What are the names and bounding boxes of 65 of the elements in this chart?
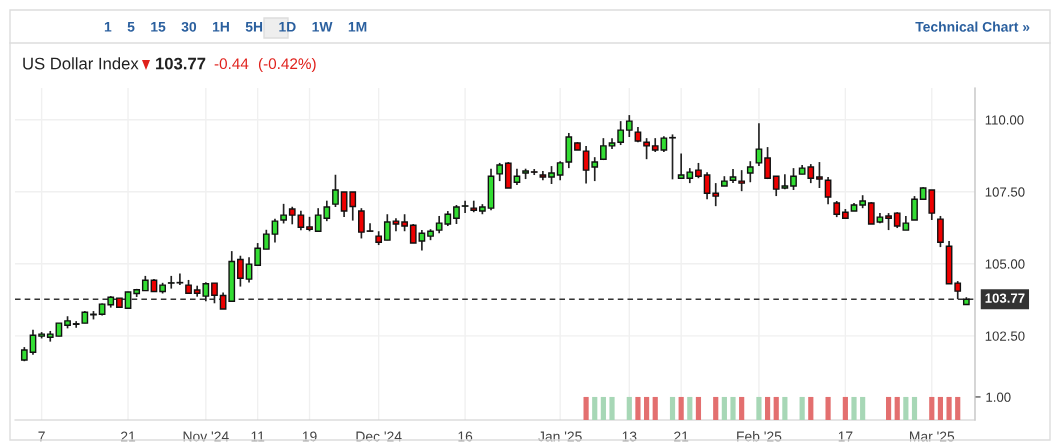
candlestick xyxy=(358,207,365,240)
text: Technical Chart » xyxy=(915,21,1030,32)
candlestick xyxy=(453,204,460,225)
chart-title: US Dollar Index xyxy=(23,57,139,70)
candlestick xyxy=(383,213,391,242)
candlestick xyxy=(349,191,357,222)
candlestick xyxy=(262,228,270,250)
candlestick xyxy=(582,145,590,185)
x-tick-label: Mar '25 xyxy=(909,431,955,442)
x-tick-label: 21 xyxy=(674,431,689,442)
candlestick xyxy=(366,222,374,233)
candlestick xyxy=(617,120,625,146)
x-tick-label: 21 xyxy=(121,431,136,442)
candlestick xyxy=(496,162,504,182)
candlestick xyxy=(591,156,599,182)
candlestick xyxy=(340,191,348,218)
y-tick-label: 102.50 xyxy=(985,331,1025,341)
y-tick-label: 107.50 xyxy=(985,187,1025,197)
candlestick xyxy=(418,229,426,252)
x-tick-label: 13 xyxy=(622,431,637,442)
candlestick xyxy=(703,171,711,201)
x-tick-label: 19 xyxy=(302,431,317,442)
candlestick xyxy=(211,282,218,305)
text: 1 5 15 30 1H 5H 1D 1W 1M xyxy=(104,21,367,32)
text: (-0.42%) xyxy=(258,57,316,73)
x-tick-label: Jan '25 xyxy=(538,431,582,442)
candlestick xyxy=(271,218,279,244)
candlestick xyxy=(816,161,823,189)
x-tick-label: 11 xyxy=(251,431,265,442)
candlestick xyxy=(669,133,676,181)
candlestick xyxy=(954,280,962,301)
text: 103.77 xyxy=(156,57,206,70)
candlestick xyxy=(712,182,720,207)
candlestick xyxy=(937,215,944,248)
candlestick xyxy=(254,242,262,267)
x-tick-label: 17 xyxy=(838,431,853,442)
candlestick xyxy=(643,137,650,161)
candlestick xyxy=(746,160,754,184)
candlestick xyxy=(245,256,253,284)
candlestick xyxy=(461,199,469,214)
x-tick-label: Nov '24 xyxy=(183,431,229,442)
candlestick xyxy=(911,195,918,221)
candlestick xyxy=(237,254,244,288)
candlestick xyxy=(755,122,763,167)
x-tick-label: 16 xyxy=(458,431,473,442)
candlestick xyxy=(867,201,875,225)
x-tick-label: Dec '24 xyxy=(356,431,402,442)
y-tick-label: 105.00 xyxy=(985,259,1025,269)
y-tick-label: 110.00 xyxy=(985,115,1024,125)
candlestick xyxy=(297,209,305,232)
candlestick xyxy=(824,176,832,205)
ref-line-label: 103.77 xyxy=(985,293,1025,303)
candlestick xyxy=(790,167,797,191)
y2-tick-label: 1.00 xyxy=(986,392,1011,402)
candlestick xyxy=(409,223,417,244)
candlestick xyxy=(176,272,184,286)
candlestick xyxy=(167,275,175,290)
candlestick xyxy=(332,173,339,208)
candlestick xyxy=(764,146,771,180)
candlestick xyxy=(738,169,746,193)
x-tick-label: Feb '25 xyxy=(737,431,782,442)
candlestick xyxy=(625,114,633,138)
text: -0.44 xyxy=(214,58,249,70)
candlestick xyxy=(280,203,287,225)
x-tick-label: 7 xyxy=(38,431,45,442)
